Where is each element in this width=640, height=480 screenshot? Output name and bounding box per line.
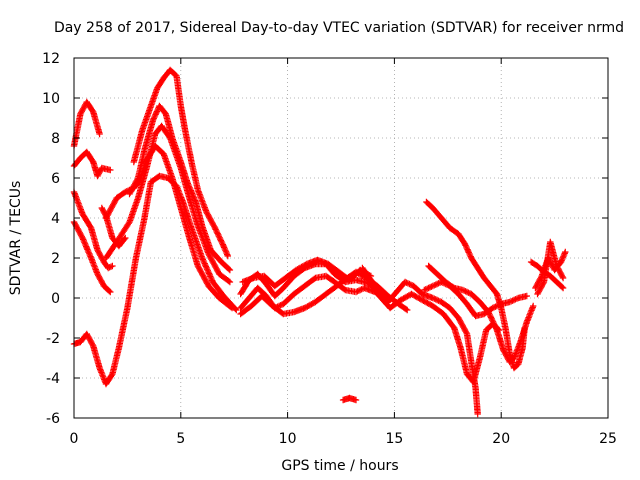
series-track-v: [339, 394, 360, 404]
marker-trail: [70, 148, 114, 180]
series-track-a: [70, 98, 103, 150]
x-tick-label: 0: [70, 431, 79, 447]
y-tick-label: -6: [46, 411, 60, 427]
y-tick-label: 6: [51, 171, 60, 187]
x-tick-label: 25: [599, 431, 617, 447]
y-tick-label: -2: [46, 331, 60, 347]
marker-trail: [102, 122, 234, 286]
series-track-r: [421, 278, 530, 320]
data-series: [70, 66, 569, 418]
x-tick-label: 5: [176, 431, 185, 447]
series-track-q: [425, 262, 537, 366]
axis-ticks: 0 5 10 15 20 25 -6 -4 -2 0 2 4 6 8 10 12: [42, 51, 617, 447]
y-tick-label: 2: [51, 251, 60, 267]
series-track-h: [126, 102, 234, 274]
chart-title: Day 258 of 2017, Sidereal Day-to-day VTE…: [54, 20, 624, 36]
marker-trail: [339, 394, 360, 404]
series-track-k: [237, 272, 390, 312]
y-tick-label: 0: [51, 291, 60, 307]
y-tick-label: 8: [51, 131, 60, 147]
marker-trail: [98, 204, 129, 250]
marker-trail: [534, 238, 567, 298]
x-tick-label: 10: [279, 431, 297, 447]
marker-trail: [70, 98, 103, 150]
x-axis-label: GPS time / hours: [281, 458, 398, 474]
y-tick-label: 10: [42, 91, 60, 107]
series-track-b: [70, 148, 114, 180]
marker-trail: [130, 66, 231, 260]
x-tick-label: 15: [385, 431, 403, 447]
series-track-g: [102, 122, 234, 286]
y-tick-label: -4: [46, 371, 60, 387]
marker-trail: [421, 278, 530, 320]
marker-trail: [425, 262, 537, 366]
series-track-e: [70, 172, 240, 388]
series-track-o: [365, 278, 503, 386]
series-track-w: [98, 204, 129, 250]
x-tick-label: 20: [492, 431, 510, 447]
series-track-m: [239, 256, 375, 290]
series-track-i: [130, 66, 231, 260]
y-tick-label: 12: [42, 51, 60, 67]
y-axis-label: SDTVAR / TECUs: [8, 181, 24, 296]
series-track-u: [534, 238, 567, 298]
marker-trail: [365, 278, 503, 386]
marker-trail: [126, 102, 234, 274]
y-tick-label: 4: [51, 211, 60, 227]
marker-trail: [70, 172, 240, 388]
plot-frame: [73, 57, 609, 419]
marker-trail: [239, 256, 375, 290]
marker-trail: [237, 272, 390, 312]
